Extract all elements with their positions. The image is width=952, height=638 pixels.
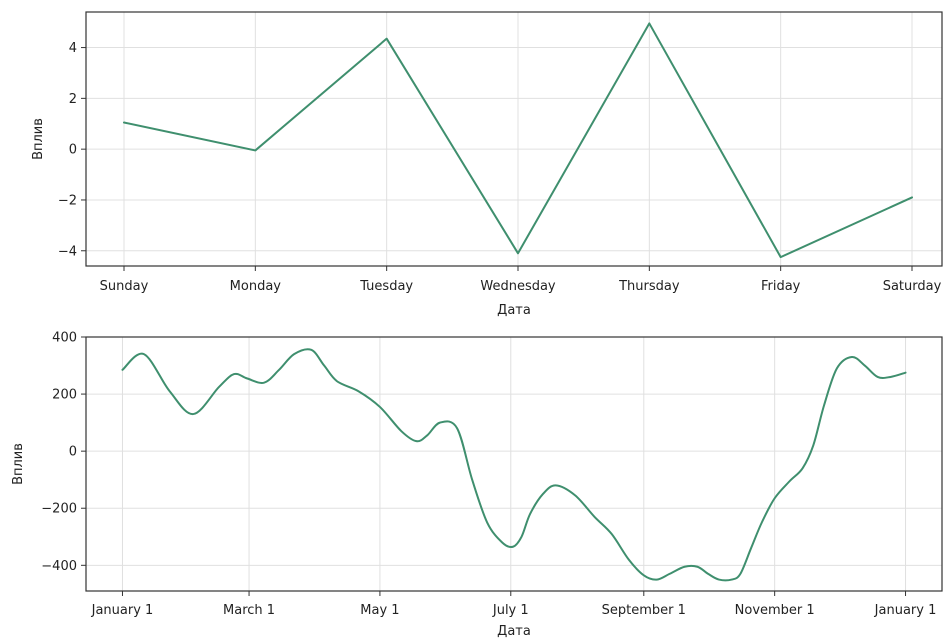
weekly-y-axis-label: Вплив — [31, 118, 46, 160]
yearly-series — [121, 348, 907, 582]
yearly-x-tick-label: January 1 — [91, 603, 154, 618]
yearly-x-tick-label: March 1 — [223, 603, 275, 618]
yearly-x-tick-label: May 1 — [360, 603, 399, 618]
yearly-y-tick-label: 0 — [69, 445, 77, 460]
yearly-series-line — [121, 348, 907, 582]
yearly-x-tick-label: September 1 — [602, 603, 686, 618]
yearly-plot-frame — [85, 336, 943, 592]
weekly-x-tick-label: Friday — [761, 279, 801, 294]
weekly-x-tick-label: Sunday — [100, 279, 149, 294]
weekly-x-tick-label: Monday — [230, 279, 282, 294]
weekly-y-tick-label: 2 — [69, 92, 77, 107]
weekly-series — [123, 22, 913, 259]
yearly-x-tick-label: July 1 — [492, 603, 529, 618]
yearly-y-tick-label: −400 — [41, 559, 77, 574]
yearly-grid — [86, 336, 942, 591]
weekly-x-tick-label: Wednesday — [480, 279, 556, 294]
weekly-y-tick-label: 4 — [69, 41, 77, 56]
yearly-y-tick-label: −200 — [41, 502, 77, 517]
yearly-y-axis-label: Вплив — [11, 443, 26, 485]
weekly-x-axis-label: Дата — [497, 303, 531, 318]
yearly-x-axis-label: Дата — [497, 624, 531, 638]
weekly-ticks: Sunday Monday Tuesday Wednesday Thursday Frid… — [58, 41, 942, 294]
yearly-x-tick-label: January 1 — [874, 603, 937, 618]
weekly-x-tick-label: Saturday — [883, 279, 942, 294]
weekly-series-line — [123, 22, 913, 259]
weekly-y-tick-label: −4 — [58, 244, 77, 259]
yearly-ticks: January 1 March 1 May 1 July 1 September 1 No… — [41, 331, 936, 619]
weekly-grid — [86, 12, 942, 266]
weekly-x-tick-label: Tuesday — [359, 279, 413, 294]
weekly-plot-frame — [85, 11, 943, 267]
weekly-chart: Sunday Monday Tuesday Wednesday Thursday Frid… — [31, 11, 943, 318]
weekly-x-tick-label: Thursday — [618, 279, 680, 294]
yearly-x-tick-label: November 1 — [735, 603, 815, 618]
weekly-y-tick-label: 0 — [69, 143, 77, 158]
yearly-y-tick-label: 400 — [52, 331, 77, 346]
yearly-chart: January 1 March 1 May 1 July 1 September 1 No… — [11, 331, 943, 638]
yearly-y-tick-label: 200 — [52, 388, 77, 403]
weekly-y-tick-label: −2 — [58, 193, 77, 208]
